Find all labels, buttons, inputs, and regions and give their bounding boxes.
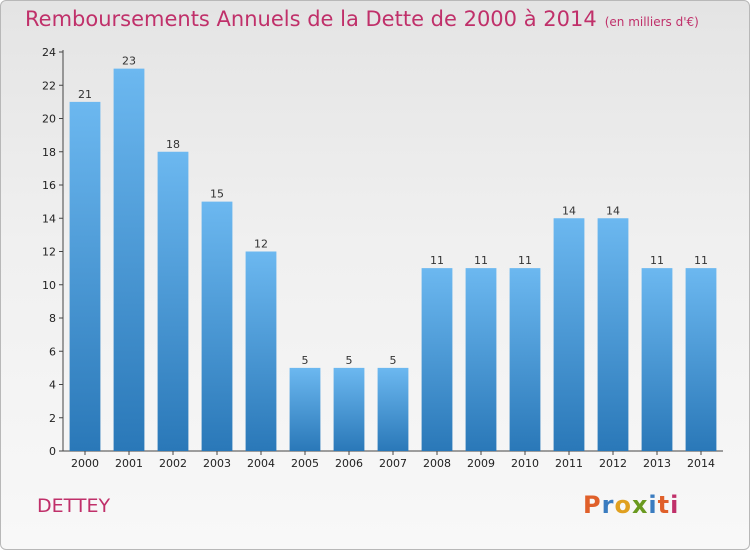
- x-tick-label: 2014: [687, 457, 715, 470]
- logo-letter: r: [601, 491, 615, 519]
- x-tick-label: 2004: [247, 457, 275, 470]
- x-tick-label: 2000: [71, 457, 99, 470]
- logo-letter: x: [631, 491, 649, 519]
- y-tick-label: 22: [42, 79, 56, 92]
- bar-2004: [245, 251, 277, 451]
- value-label-2007: 5: [390, 354, 397, 367]
- bar-2001: [113, 68, 145, 451]
- y-tick-label: 8: [49, 312, 56, 325]
- y-tick-label: 20: [42, 113, 56, 126]
- value-label-2008: 11: [430, 254, 444, 267]
- y-tick-label: 18: [42, 146, 56, 159]
- logo-letter: o: [614, 491, 632, 519]
- x-tick-label: 2001: [115, 457, 143, 470]
- value-label-2011: 14: [562, 204, 576, 217]
- x-tick-label: 2012: [599, 457, 627, 470]
- logo-letter: P: [583, 491, 602, 519]
- value-label-2006: 5: [346, 354, 353, 367]
- value-label-2014: 11: [694, 254, 708, 267]
- value-label-2005: 5: [302, 354, 309, 367]
- bar-2010: [509, 268, 541, 451]
- bar-2012: [597, 218, 629, 451]
- bar-2011: [553, 218, 585, 451]
- bar-2009: [465, 268, 497, 451]
- logo-letter: t: [657, 491, 671, 519]
- bar-2003: [201, 201, 233, 451]
- y-tick-label: 24: [42, 46, 56, 59]
- x-tick-label: 2005: [291, 457, 319, 470]
- y-tick-label: 14: [42, 212, 56, 225]
- x-tick-label: 2010: [511, 457, 539, 470]
- x-tick-label: 2009: [467, 457, 495, 470]
- value-label-2001: 23: [122, 55, 136, 68]
- value-label-2009: 11: [474, 254, 488, 267]
- value-label-2003: 15: [210, 188, 224, 201]
- bar-2007: [377, 367, 409, 451]
- chart-title: Remboursements Annuels de la Dette de 20…: [25, 7, 699, 31]
- y-tick-label: 2: [49, 412, 56, 425]
- x-tick-label: 2006: [335, 457, 363, 470]
- bar-2002: [157, 151, 189, 451]
- value-label-2000: 21: [78, 88, 92, 101]
- title-text: Remboursements Annuels de la Dette de 20…: [25, 7, 597, 31]
- y-tick-label: 0: [49, 445, 56, 458]
- x-tick-label: 2013: [643, 457, 671, 470]
- value-label-2010: 11: [518, 254, 532, 267]
- y-tick-label: 6: [49, 345, 56, 358]
- proxiti-logo: Proxiti: [583, 491, 679, 519]
- y-tick-label: 4: [49, 379, 56, 392]
- chart-subtitle: (en milliers d'€): [604, 15, 699, 29]
- bar-2005: [289, 367, 321, 451]
- x-tick-label: 2007: [379, 457, 407, 470]
- value-label-2013: 11: [650, 254, 664, 267]
- x-tick-label: 2011: [555, 457, 583, 470]
- commune-name: DETTEY: [37, 495, 111, 517]
- logo-letter: i: [648, 491, 658, 519]
- value-label-2002: 18: [166, 138, 180, 151]
- bar-2008: [421, 268, 453, 451]
- bar-2000: [69, 101, 101, 451]
- x-tick-label: 2003: [203, 457, 231, 470]
- bar-2006: [333, 367, 365, 451]
- x-tick-label: 2002: [159, 457, 187, 470]
- bar-2014: [685, 268, 717, 451]
- x-tick-label: 2008: [423, 457, 451, 470]
- bar-2013: [641, 268, 673, 451]
- y-tick-label: 10: [42, 279, 56, 292]
- value-label-2012: 14: [606, 204, 620, 217]
- y-tick-label: 16: [42, 179, 56, 192]
- y-tick-label: 12: [42, 246, 56, 259]
- logo-letter: i: [670, 491, 680, 519]
- value-label-2004: 12: [254, 238, 268, 251]
